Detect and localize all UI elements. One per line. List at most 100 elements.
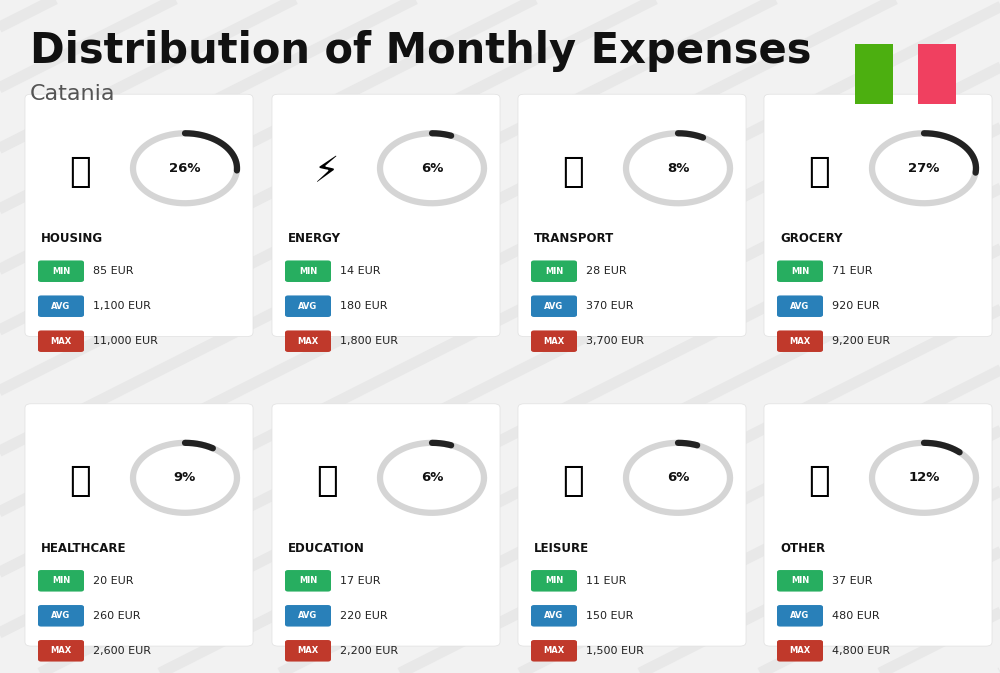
Text: 370 EUR: 370 EUR	[586, 302, 634, 311]
FancyBboxPatch shape	[531, 570, 577, 592]
FancyBboxPatch shape	[777, 330, 823, 352]
Text: LEISURE: LEISURE	[534, 542, 589, 555]
Text: 920 EUR: 920 EUR	[832, 302, 880, 311]
Text: 480 EUR: 480 EUR	[832, 611, 880, 621]
Text: MIN: MIN	[52, 267, 70, 276]
Text: 150 EUR: 150 EUR	[586, 611, 633, 621]
FancyBboxPatch shape	[518, 94, 746, 336]
Text: 17 EUR: 17 EUR	[340, 576, 380, 586]
FancyBboxPatch shape	[777, 640, 823, 662]
Text: 260 EUR: 260 EUR	[93, 611, 140, 621]
Text: MAX: MAX	[543, 336, 565, 346]
Text: 27%: 27%	[908, 162, 940, 175]
Text: EDUCATION: EDUCATION	[288, 542, 365, 555]
Text: MAX: MAX	[789, 646, 811, 656]
Text: AVG: AVG	[298, 302, 318, 311]
FancyBboxPatch shape	[38, 330, 84, 352]
Text: 20 EUR: 20 EUR	[93, 576, 134, 586]
Text: 11,000 EUR: 11,000 EUR	[93, 336, 158, 346]
Text: 4,800 EUR: 4,800 EUR	[832, 646, 890, 656]
Text: 85 EUR: 85 EUR	[93, 267, 134, 276]
FancyBboxPatch shape	[272, 404, 500, 646]
FancyBboxPatch shape	[285, 640, 331, 662]
Text: MIN: MIN	[545, 576, 563, 586]
Text: MIN: MIN	[791, 267, 809, 276]
FancyBboxPatch shape	[38, 640, 84, 662]
FancyBboxPatch shape	[531, 640, 577, 662]
Text: MAX: MAX	[50, 336, 72, 346]
Text: MIN: MIN	[299, 267, 317, 276]
Text: 💰: 💰	[808, 464, 830, 498]
Text: 12%: 12%	[908, 471, 940, 485]
Text: ENERGY: ENERGY	[288, 232, 341, 246]
Text: 180 EUR: 180 EUR	[340, 302, 388, 311]
Text: MAX: MAX	[543, 646, 565, 656]
FancyBboxPatch shape	[777, 295, 823, 317]
FancyBboxPatch shape	[38, 605, 84, 627]
FancyBboxPatch shape	[777, 260, 823, 282]
Text: 28 EUR: 28 EUR	[586, 267, 627, 276]
Text: HOUSING: HOUSING	[41, 232, 103, 246]
FancyBboxPatch shape	[38, 260, 84, 282]
Text: AVG: AVG	[544, 611, 564, 621]
Text: HEALTHCARE: HEALTHCARE	[41, 542, 126, 555]
Text: 6%: 6%	[421, 471, 443, 485]
Text: 🏥: 🏥	[69, 464, 91, 498]
Text: 11 EUR: 11 EUR	[586, 576, 626, 586]
Text: AVG: AVG	[51, 302, 71, 311]
Text: OTHER: OTHER	[780, 542, 825, 555]
FancyBboxPatch shape	[777, 605, 823, 627]
FancyBboxPatch shape	[285, 570, 331, 592]
Text: MAX: MAX	[297, 646, 319, 656]
FancyBboxPatch shape	[918, 44, 956, 104]
FancyBboxPatch shape	[518, 404, 746, 646]
Text: AVG: AVG	[790, 302, 810, 311]
Text: 🛍: 🛍	[808, 155, 830, 188]
Text: 9,200 EUR: 9,200 EUR	[832, 336, 890, 346]
FancyBboxPatch shape	[25, 94, 253, 336]
Text: MAX: MAX	[50, 646, 72, 656]
Text: 14 EUR: 14 EUR	[340, 267, 380, 276]
Text: 6%: 6%	[421, 162, 443, 175]
Text: 1,800 EUR: 1,800 EUR	[340, 336, 398, 346]
Text: 71 EUR: 71 EUR	[832, 267, 873, 276]
Text: MIN: MIN	[299, 576, 317, 586]
Text: 2,600 EUR: 2,600 EUR	[93, 646, 151, 656]
Text: 9%: 9%	[174, 471, 196, 485]
Text: MAX: MAX	[789, 336, 811, 346]
FancyBboxPatch shape	[855, 44, 893, 104]
Text: AVG: AVG	[790, 611, 810, 621]
FancyBboxPatch shape	[531, 295, 577, 317]
Text: ⚡: ⚡	[314, 155, 340, 188]
Text: AVG: AVG	[51, 611, 71, 621]
FancyBboxPatch shape	[285, 330, 331, 352]
Text: 1,500 EUR: 1,500 EUR	[586, 646, 644, 656]
FancyBboxPatch shape	[38, 295, 84, 317]
FancyBboxPatch shape	[285, 605, 331, 627]
Text: MIN: MIN	[52, 576, 70, 586]
FancyBboxPatch shape	[285, 295, 331, 317]
Text: 3,700 EUR: 3,700 EUR	[586, 336, 644, 346]
FancyBboxPatch shape	[531, 260, 577, 282]
Text: AVG: AVG	[544, 302, 564, 311]
Text: MIN: MIN	[791, 576, 809, 586]
Text: GROCERY: GROCERY	[780, 232, 842, 246]
Text: MIN: MIN	[545, 267, 563, 276]
FancyBboxPatch shape	[285, 260, 331, 282]
Text: Distribution of Monthly Expenses: Distribution of Monthly Expenses	[30, 30, 812, 72]
Text: 8%: 8%	[667, 162, 689, 175]
FancyBboxPatch shape	[764, 94, 992, 336]
Text: 1,100 EUR: 1,100 EUR	[93, 302, 151, 311]
FancyBboxPatch shape	[272, 94, 500, 336]
FancyBboxPatch shape	[38, 570, 84, 592]
Text: 🚌: 🚌	[562, 155, 584, 188]
FancyBboxPatch shape	[531, 605, 577, 627]
FancyBboxPatch shape	[764, 404, 992, 646]
Text: 26%: 26%	[169, 162, 201, 175]
Text: Catania: Catania	[30, 84, 116, 104]
FancyBboxPatch shape	[25, 404, 253, 646]
Text: 220 EUR: 220 EUR	[340, 611, 388, 621]
Text: 🎓: 🎓	[316, 464, 338, 498]
Text: AVG: AVG	[298, 611, 318, 621]
Text: MAX: MAX	[297, 336, 319, 346]
